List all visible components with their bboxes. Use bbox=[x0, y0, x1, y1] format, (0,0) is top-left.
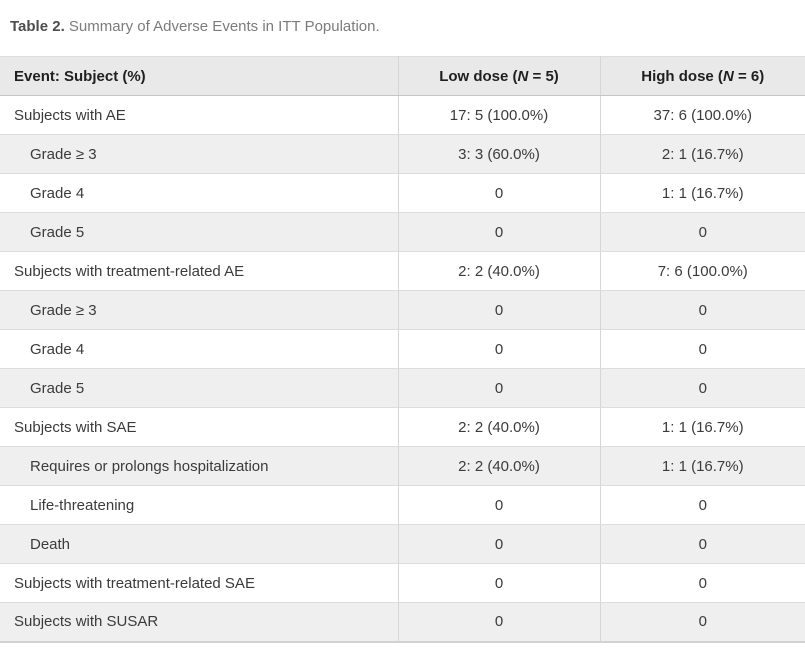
event-label: Subjects with SUSAR bbox=[0, 602, 398, 642]
low-dose-value: 0 bbox=[397, 290, 600, 330]
table-row: Grade 5 0 0 bbox=[0, 368, 805, 408]
caption-text: Summary of Adverse Events in ITT Populat… bbox=[68, 18, 380, 35]
low-dose-value: 3: 3 (60.0%) bbox=[397, 134, 600, 174]
high-dose-value: 1: 1 (16.7%) bbox=[599, 173, 805, 213]
low-dose-value: 0 bbox=[397, 602, 600, 642]
high-dose-value: 1: 1 (16.7%) bbox=[599, 407, 805, 447]
column-header-event: Event: Subject (%) bbox=[0, 56, 398, 96]
event-label: Death bbox=[0, 524, 398, 564]
event-label: Requires or prolongs hospitalization bbox=[0, 446, 398, 486]
table-row: Grade 4 0 0 bbox=[0, 329, 805, 369]
table-row: Grade ≥ 3 0 0 bbox=[0, 290, 805, 330]
table-row: Grade ≥ 3 3: 3 (60.0%) 2: 1 (16.7%) bbox=[0, 134, 805, 174]
column-header-high-dose: High dose (N = 6) bbox=[599, 56, 805, 96]
event-label: Life-threatening bbox=[0, 485, 398, 525]
low-dose-label-post: = 5) bbox=[528, 67, 559, 85]
caption-label: Table 2. bbox=[10, 18, 65, 35]
table-row: Requires or prolongs hospitalization 2: … bbox=[0, 446, 805, 486]
high-dose-value: 0 bbox=[599, 485, 805, 525]
table-row: Death 0 0 bbox=[0, 524, 805, 564]
low-dose-value: 2: 2 (40.0%) bbox=[397, 446, 600, 486]
event-label: Grade 4 bbox=[0, 329, 398, 369]
high-dose-value: 0 bbox=[599, 602, 805, 642]
event-label: Subjects with AE bbox=[0, 95, 398, 135]
low-dose-n-italic: N bbox=[517, 67, 529, 85]
low-dose-label-pre: Low dose ( bbox=[439, 67, 518, 85]
high-dose-value: 0 bbox=[599, 368, 805, 408]
table-row: Subjects with SUSAR 0 0 bbox=[0, 602, 805, 642]
column-header-event-label: Event: Subject (%) bbox=[14, 67, 146, 85]
event-label: Grade ≥ 3 bbox=[0, 290, 398, 330]
low-dose-value: 17: 5 (100.0%) bbox=[397, 95, 600, 135]
high-dose-label-post: = 6) bbox=[733, 67, 765, 85]
event-label: Grade 5 bbox=[0, 212, 398, 252]
event-label: Subjects with treatment-related SAE bbox=[0, 563, 398, 603]
event-label: Grade ≥ 3 bbox=[0, 134, 398, 174]
low-dose-value: 0 bbox=[397, 329, 600, 369]
column-header-low-dose: Low dose (N = 5) bbox=[397, 56, 600, 96]
high-dose-label-pre: High dose ( bbox=[641, 67, 723, 85]
high-dose-value: 37: 6 (100.0%) bbox=[599, 95, 805, 135]
low-dose-value: 0 bbox=[397, 485, 600, 525]
high-dose-value: 0 bbox=[599, 212, 805, 252]
table-row: Grade 4 0 1: 1 (16.7%) bbox=[0, 173, 805, 213]
low-dose-value: 2: 2 (40.0%) bbox=[397, 251, 600, 291]
table-caption: Table 2. Summary of Adverse Events in IT… bbox=[0, 0, 805, 56]
table-row: Life-threatening 0 0 bbox=[0, 485, 805, 525]
high-dose-value: 1: 1 (16.7%) bbox=[599, 446, 805, 486]
header-row: Event: Subject (%) Low dose (N = 5) High… bbox=[0, 56, 805, 96]
table-row: Subjects with AE 17: 5 (100.0%) 37: 6 (1… bbox=[0, 95, 805, 135]
table-row: Subjects with treatment-related AE 2: 2 … bbox=[0, 251, 805, 291]
event-label: Grade 4 bbox=[0, 173, 398, 213]
low-dose-value: 0 bbox=[397, 524, 600, 564]
table-row: Subjects with treatment-related SAE 0 0 bbox=[0, 563, 805, 603]
high-dose-value: 7: 6 (100.0%) bbox=[599, 251, 805, 291]
high-dose-n-italic: N bbox=[722, 67, 734, 85]
event-label: Subjects with treatment-related AE bbox=[0, 251, 398, 291]
high-dose-value: 0 bbox=[599, 290, 805, 330]
high-dose-value: 0 bbox=[599, 329, 805, 369]
high-dose-value: 0 bbox=[599, 563, 805, 603]
table-body: Subjects with AE 17: 5 (100.0%) 37: 6 (1… bbox=[0, 95, 805, 642]
event-label: Grade 5 bbox=[0, 368, 398, 408]
low-dose-value: 2: 2 (40.0%) bbox=[397, 407, 600, 447]
event-label: Subjects with SAE bbox=[0, 407, 398, 447]
low-dose-value: 0 bbox=[397, 563, 600, 603]
low-dose-value: 0 bbox=[397, 368, 600, 408]
table-row: Grade 5 0 0 bbox=[0, 212, 805, 252]
high-dose-value: 0 bbox=[599, 524, 805, 564]
high-dose-value: 2: 1 (16.7%) bbox=[599, 134, 805, 174]
low-dose-value: 0 bbox=[397, 212, 600, 252]
table-row: Subjects with SAE 2: 2 (40.0%) 1: 1 (16.… bbox=[0, 407, 805, 447]
low-dose-value: 0 bbox=[397, 173, 600, 213]
adverse-events-table: Event: Subject (%) Low dose (N = 5) High… bbox=[0, 56, 805, 643]
